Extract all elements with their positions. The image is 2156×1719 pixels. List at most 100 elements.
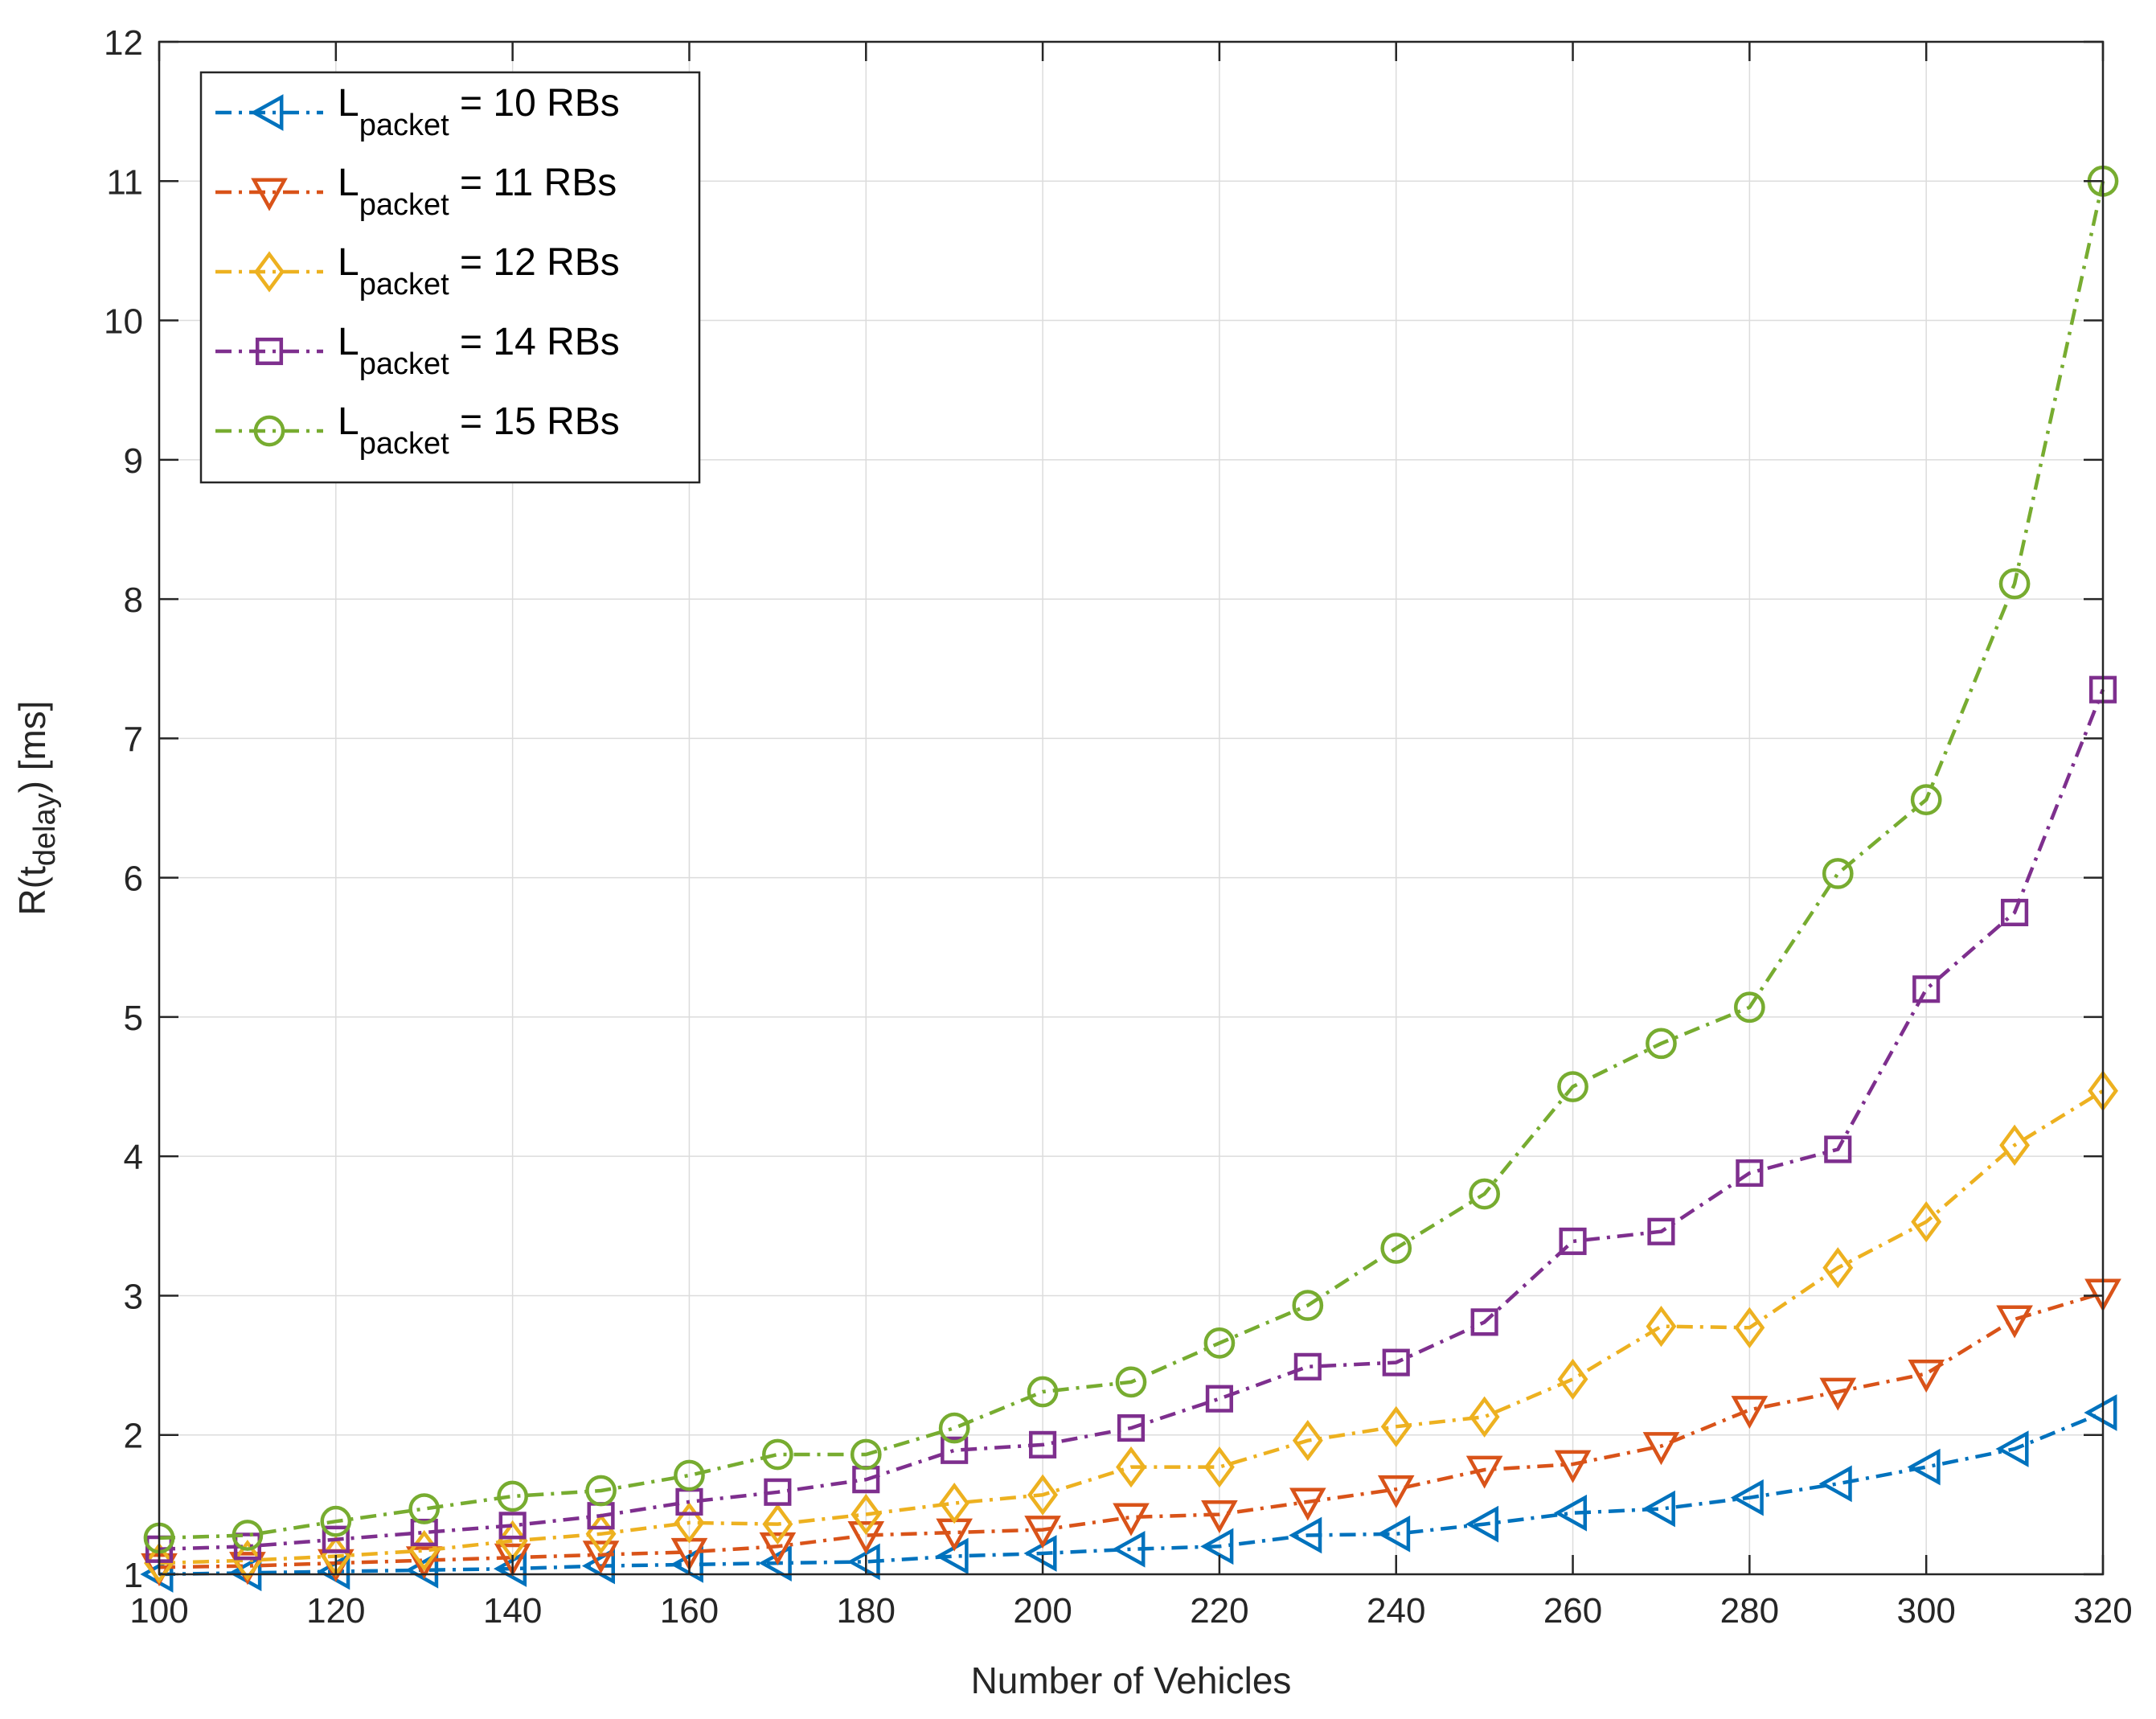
legend-marker-2 — [254, 251, 285, 293]
series-1-point-16 — [1554, 1450, 1592, 1483]
series-1-line — [158, 1290, 2104, 1569]
series-1-point-15 — [1465, 1455, 1503, 1489]
y-tick-label-7: 8 — [124, 581, 143, 620]
x-axis-label: Number of Vehicles — [971, 1660, 1292, 1701]
series-0-point-17 — [1642, 1490, 1675, 1528]
x-tick-label-4: 180 — [837, 1591, 896, 1631]
legend-label-main-1: L — [338, 162, 359, 204]
y-tick-label-4: 5 — [124, 999, 143, 1038]
legend-entry-1: Lpacket = 11 RBs — [215, 162, 617, 222]
series-0 — [140, 1394, 2117, 1593]
series-1-point-13 — [1289, 1487, 1326, 1521]
y-tick-label-9: 10 — [104, 302, 143, 342]
series-2-point-10 — [1027, 1474, 1059, 1516]
series-3-point-17 — [1647, 1217, 1675, 1245]
x-tick-label-8: 260 — [1543, 1591, 1602, 1631]
series-3-point-4 — [498, 1512, 527, 1540]
legend-box — [199, 71, 701, 484]
legend: Lpacket = 10 RBs Lpacket = 11 RBs Lpacket … — [199, 71, 701, 484]
x-tick-label-1: 120 — [306, 1591, 365, 1631]
series-4-point-10 — [1027, 1376, 1059, 1408]
series-4-point-13 — [1292, 1290, 1324, 1321]
legend-label-3: Lpacket = 14 RBs — [338, 321, 620, 381]
series-3-point-9 — [941, 1436, 969, 1464]
legend-label-sub-2: packet — [359, 268, 449, 302]
series-1-point-4 — [494, 1543, 531, 1577]
x-tick-label-6: 220 — [1190, 1591, 1248, 1631]
series-4-point-11 — [1115, 1366, 1147, 1398]
series-1-point-3 — [405, 1546, 443, 1580]
legend-label-sub-4: packet — [359, 427, 449, 461]
series-2-point-7 — [762, 1503, 793, 1545]
series-4-point-19 — [1822, 858, 1854, 889]
tick-labels: 100 120 140 160 180 200 220 240 260 280 300 3201234… — [104, 23, 2133, 1631]
series-1-point-10 — [1024, 1516, 1061, 1549]
legend-label-main-2: L — [338, 241, 359, 284]
series-1-point-14 — [1377, 1475, 1415, 1508]
series-0-point-11 — [1112, 1530, 1146, 1568]
series-1-point-18 — [1731, 1396, 1769, 1430]
legend-marker-4 — [253, 415, 285, 447]
legend-entry-0: Lpacket = 10 RBs — [215, 82, 620, 142]
legend-entry-3: Lpacket = 14 RBs — [215, 321, 620, 381]
series-2-point-15 — [1469, 1396, 1500, 1438]
series-4-point-18 — [1734, 991, 1765, 1024]
legend-entry-4: Lpacket = 15 RBs — [215, 400, 620, 461]
y-axis-label-sub: delay — [28, 793, 62, 866]
legend-label-tail-2: = 12 RBs — [449, 241, 620, 284]
y-axis-label-tail: ) [ms] — [11, 700, 53, 793]
series-3-point-3 — [410, 1518, 438, 1547]
series-2-point-20 — [1911, 1200, 1942, 1243]
x-tick-label-11: 320 — [2073, 1591, 2132, 1631]
legend-label-sub-3: packet — [359, 347, 449, 381]
series-4-point-6 — [674, 1459, 705, 1491]
series-0-point-3 — [405, 1551, 439, 1589]
series-3-point-1 — [233, 1532, 261, 1561]
series-4-point-8 — [850, 1438, 882, 1471]
y-tick-label-2: 3 — [124, 1277, 143, 1316]
y-tick-label-0: 1 — [124, 1556, 143, 1595]
legend-label-4: Lpacket = 15 RBs — [338, 400, 620, 461]
series-1-point-5 — [582, 1541, 620, 1574]
series-1-point-12 — [1201, 1500, 1238, 1534]
legend-label-tail-0: = 10 RBs — [449, 82, 620, 125]
x-tick-label-10: 300 — [1896, 1591, 1955, 1631]
series-0-point-20 — [1907, 1448, 1941, 1486]
series-4-point-3 — [408, 1493, 441, 1524]
y-tick-label-6: 7 — [124, 720, 143, 759]
series-3-point-18 — [1736, 1159, 1764, 1188]
series-4-point-14 — [1380, 1233, 1412, 1264]
legend-label-main-3: L — [338, 321, 359, 363]
series-0-point-19 — [1818, 1465, 1852, 1503]
y-tick-label-8: 9 — [124, 441, 143, 481]
series-4-point-1 — [232, 1520, 264, 1551]
y-tick-label-10: 11 — [106, 162, 143, 202]
series-3-point-13 — [1293, 1352, 1322, 1381]
series-1-point-8 — [847, 1521, 885, 1555]
legend-entries: Lpacket = 10 RBs Lpacket = 11 RBs Lpacket … — [215, 82, 620, 461]
series-1-point-17 — [1642, 1432, 1680, 1466]
series-1-point-11 — [1113, 1503, 1150, 1536]
series-3-point-7 — [764, 1478, 792, 1506]
series-0-line — [158, 1410, 2104, 1577]
series-3-point-21 — [2001, 898, 2029, 927]
legend-entry-2: Lpacket = 12 RBs — [215, 241, 620, 302]
legend-label-tail-4: = 15 RBs — [449, 400, 620, 443]
series-0-point-6 — [670, 1546, 703, 1583]
x-tick-label-3: 160 — [660, 1591, 719, 1631]
legend-marker-0 — [250, 94, 284, 131]
series-0-point-8 — [846, 1543, 880, 1581]
series-4-point-17 — [1646, 1028, 1677, 1060]
legend-label-main-4: L — [338, 400, 359, 443]
series-4-point-5 — [585, 1475, 617, 1507]
y-tick-label-3: 4 — [124, 1138, 143, 1177]
series-4-point-16 — [1557, 1071, 1588, 1102]
series-3-point-10 — [1029, 1430, 1057, 1458]
series-0-point-21 — [1995, 1430, 2029, 1467]
plot-box — [158, 40, 2105, 1576]
ticks — [158, 40, 2105, 1576]
series-4-point-20 — [1910, 784, 1942, 815]
series-0-point-15 — [1465, 1505, 1499, 1543]
series-4-point-7 — [762, 1438, 793, 1471]
